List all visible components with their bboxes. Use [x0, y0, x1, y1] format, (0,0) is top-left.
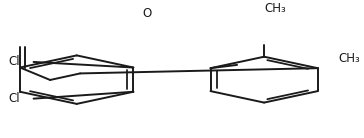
- Text: CH₃: CH₃: [339, 52, 360, 65]
- Text: O: O: [143, 7, 152, 20]
- Text: Cl: Cl: [8, 92, 20, 105]
- Text: Cl: Cl: [8, 55, 20, 68]
- Text: CH₃: CH₃: [264, 2, 286, 15]
